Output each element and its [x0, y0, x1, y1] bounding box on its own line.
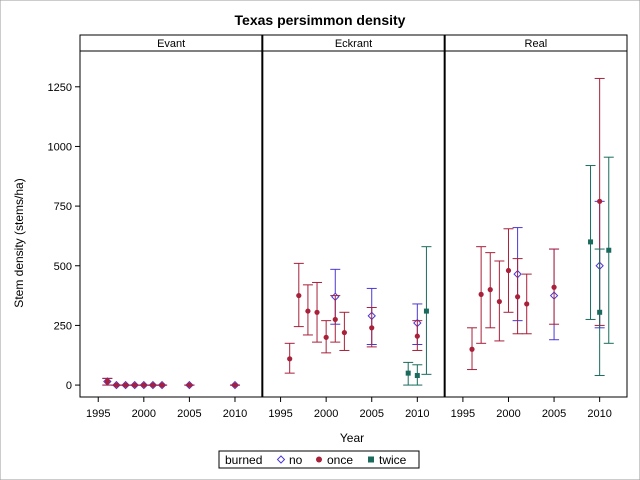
panels-layer: 0 250 500 750 1000 1250 Evant 1995 2000 2005 2010 E…	[48, 34, 628, 420]
data-point-once	[104, 378, 110, 385]
x-tick-label: 2010	[587, 408, 611, 420]
data-point-twice	[588, 239, 594, 245]
data-point-once	[341, 329, 347, 336]
x-tick-label: 2010	[223, 408, 247, 420]
y-tick-label: 1000	[48, 141, 72, 153]
data-point-once	[232, 382, 238, 388]
data-point-once	[478, 291, 484, 297]
legend-marker-once	[316, 456, 322, 463]
y-axis-label: Stem density (stems/ha)	[12, 178, 26, 307]
x-tick-label: 2000	[496, 408, 520, 420]
legend-marker-no	[276, 455, 286, 464]
y-tick-label: 250	[54, 320, 72, 332]
legend-label-once: once	[327, 453, 353, 467]
data-point-twice	[597, 309, 603, 315]
x-tick-label: 2000	[314, 408, 338, 420]
data-point-twice	[606, 247, 612, 253]
data-point-once	[113, 382, 120, 388]
data-point-once	[159, 382, 165, 388]
x-tick-label: 1995	[86, 408, 110, 420]
x-axis-label: Year	[340, 431, 364, 445]
x-tick-label: 2005	[359, 408, 383, 420]
data-point-once	[296, 292, 302, 299]
panel-label-evant: Evant	[157, 38, 185, 50]
y-tick-label: 500	[54, 261, 72, 273]
data-point-once	[305, 308, 311, 314]
data-point-once	[132, 382, 138, 388]
data-point-once	[496, 298, 502, 305]
data-point-once	[141, 382, 147, 388]
x-tick-label: 2005	[542, 408, 566, 420]
legend-marker-twice	[368, 456, 374, 463]
data-point-once	[287, 356, 293, 362]
data-point-once	[469, 346, 475, 352]
y-tick-label: 1250	[48, 82, 72, 94]
y-tick-label: 0	[66, 380, 72, 392]
data-point-once	[314, 309, 320, 315]
panel-label-real: Real	[525, 38, 548, 50]
data-point-once	[597, 198, 603, 204]
data-point-twice	[405, 370, 411, 376]
data-point-once	[515, 294, 521, 300]
legend-label-no: no	[289, 453, 303, 467]
x-tick-label: 1995	[451, 408, 475, 420]
data-point-once	[150, 382, 156, 388]
chart-title: Texas persimmon density	[235, 12, 406, 28]
data-point-once	[551, 284, 557, 290]
data-point-once	[122, 382, 129, 388]
data-point-once	[414, 333, 420, 339]
y-tick-label: 750	[54, 201, 72, 213]
legend: burned no once twice	[218, 450, 420, 469]
plot-frame	[79, 34, 628, 398]
data-point-once	[487, 287, 493, 293]
data-point-twice	[414, 373, 420, 379]
x-tick-label: 2010	[405, 408, 429, 420]
data-point-twice	[423, 308, 429, 314]
data-point-once	[186, 382, 192, 388]
data-point-once	[524, 301, 530, 307]
legend-label-twice: twice	[379, 453, 407, 467]
legend-title: burned	[225, 453, 262, 467]
data-point-once	[323, 334, 329, 340]
panel-label-eckrant: Eckrant	[335, 38, 372, 50]
x-tick-label: 2000	[132, 408, 156, 420]
data-point-once	[332, 316, 338, 323]
x-tick-label: 1995	[268, 408, 292, 420]
x-tick-label: 2005	[177, 408, 201, 420]
data-point-once	[369, 325, 375, 331]
data-point-once	[505, 267, 512, 274]
